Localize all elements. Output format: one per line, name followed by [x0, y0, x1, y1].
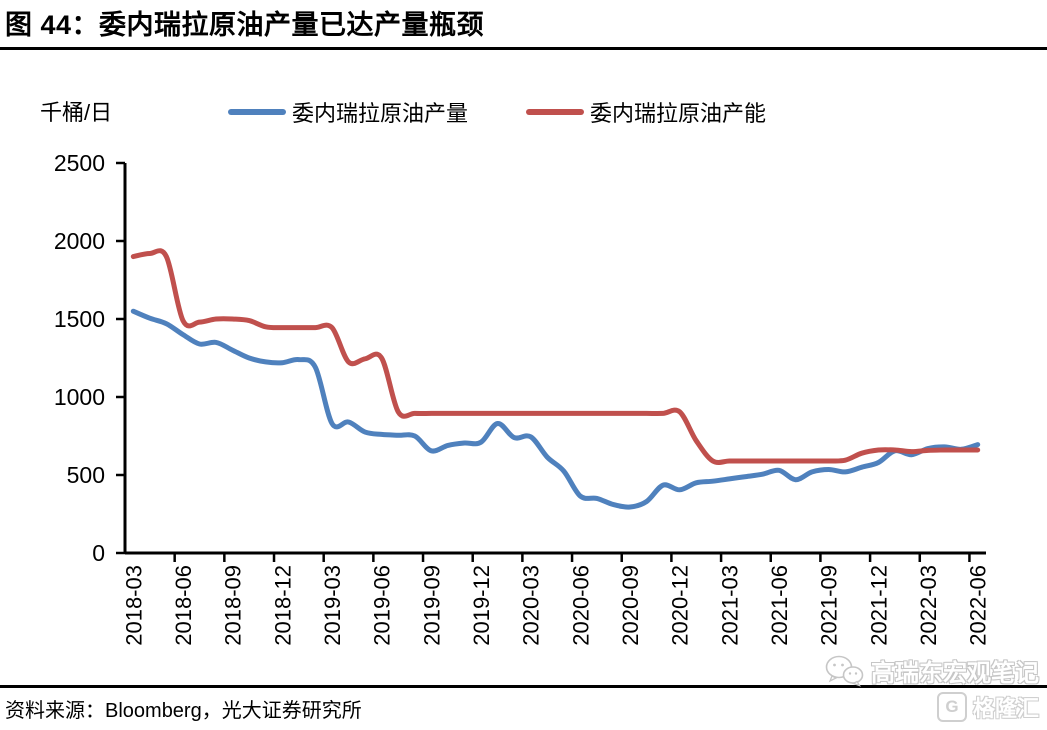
svg-text:2019-03: 2019-03: [320, 565, 345, 646]
footer-divider: [0, 685, 1047, 688]
svg-text:2018-09: 2018-09: [221, 565, 246, 646]
svg-text:2020-06: 2020-06: [568, 565, 593, 646]
chart-legend: 委内瑞拉原油产量 委内瑞拉原油产能: [228, 96, 766, 128]
svg-text:2019-06: 2019-06: [370, 565, 395, 646]
wechat-icon: [825, 655, 864, 687]
watermark-wechat: 高瑞东宏观笔记: [824, 653, 1039, 688]
source-note: 资料来源：Bloomberg，光大证券研究所: [5, 700, 362, 722]
svg-text:2020-09: 2020-09: [618, 565, 643, 646]
watermark-brand-name: 格隆汇: [972, 696, 1039, 721]
legend-item-capacity: 委内瑞拉原油产能: [526, 96, 766, 128]
svg-text:2000: 2000: [54, 228, 105, 254]
x-axis-labels: 2018-03 2018-06 2018-09 2018-12 2019-03 2019-…: [121, 565, 990, 646]
figure-title: 图 44：委内瑞拉原油产量已达产量瓶颈: [5, 10, 485, 40]
svg-text:2019-09: 2019-09: [419, 565, 444, 646]
svg-text:0: 0: [92, 540, 105, 566]
svg-text:2021-09: 2021-09: [817, 565, 842, 646]
svg-text:500: 500: [67, 462, 105, 488]
legend-swatch-capacity: [526, 109, 585, 115]
series-line-0: [130, 308, 981, 510]
series-line-1: [130, 248, 981, 465]
svg-text:2020-03: 2020-03: [519, 565, 544, 646]
axes: [123, 163, 986, 555]
svg-text:2019-12: 2019-12: [469, 565, 494, 646]
svg-text:2022-06: 2022-06: [966, 565, 991, 646]
svg-text:2021-12: 2021-12: [866, 565, 891, 646]
watermark-gelonghui: G 格隆汇: [936, 691, 1039, 723]
svg-text:1500: 1500: [54, 306, 105, 332]
title-divider: [0, 47, 1047, 50]
svg-text:2018-03: 2018-03: [121, 565, 146, 646]
svg-text:2021-03: 2021-03: [717, 565, 742, 646]
legend-label-production: 委内瑞拉原油产量: [292, 101, 469, 126]
watermark-account-name: 高瑞东宏观笔记: [871, 660, 1039, 687]
legend-item-production: 委内瑞拉原油产量: [228, 96, 468, 128]
svg-text:2018-06: 2018-06: [171, 565, 196, 646]
svg-text:2020-12: 2020-12: [668, 565, 693, 646]
legend-swatch-production: [228, 109, 286, 115]
svg-text:2018-12: 2018-12: [270, 565, 295, 646]
x-axis-ticks: [173, 553, 971, 562]
svg-text:1000: 1000: [54, 384, 105, 410]
svg-text:2021-06: 2021-06: [767, 565, 792, 646]
legend-label-capacity: 委内瑞拉原油产能: [590, 101, 767, 126]
gelonghui-logo-icon: G: [936, 692, 967, 722]
y-axis-ticks: 0 500 1000 1500 2000 2500: [54, 150, 125, 566]
y-axis-unit-label: 千桶/日: [40, 100, 113, 125]
svg-text:2500: 2500: [54, 150, 105, 176]
svg-text:2022-03: 2022-03: [916, 565, 941, 646]
